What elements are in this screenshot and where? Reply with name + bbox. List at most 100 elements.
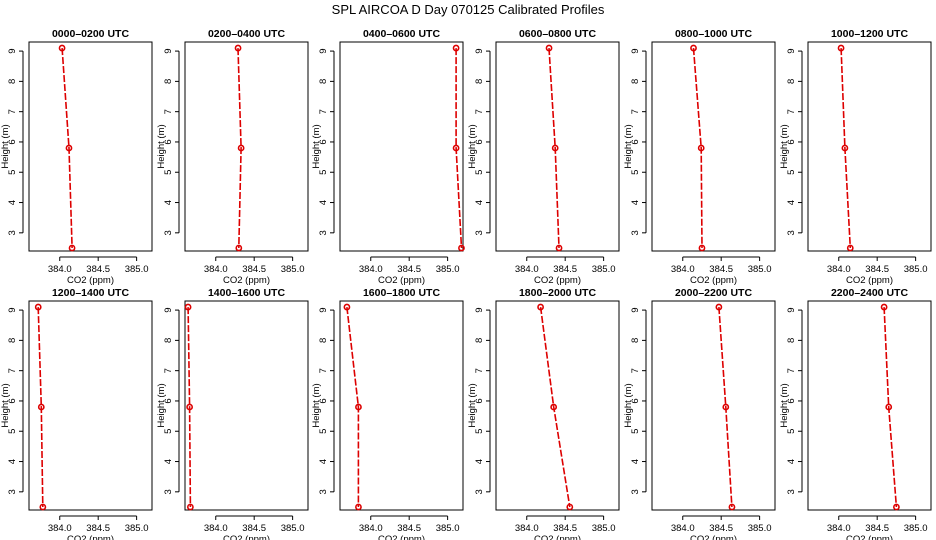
y-axis-label: Height (m) <box>779 124 790 168</box>
profile-point <box>551 144 559 152</box>
profile-panel: 2200–2400 UTC 384.0 384.5 385.0 CO2 (ppm) 3 4 5… <box>779 287 932 540</box>
x-axis-label: CO2 (ppm) <box>690 275 737 286</box>
profile-line <box>718 307 733 508</box>
y-tick-label: 7 <box>163 368 174 373</box>
profile-point <box>186 403 194 411</box>
x-tick-label: 384.0 <box>515 264 539 275</box>
y-tick-label: 6 <box>7 398 18 403</box>
x-tick-label: 385.0 <box>436 264 460 275</box>
panel-title: 0400–0600 UTC <box>363 28 440 40</box>
y-tick-label: 6 <box>163 139 174 144</box>
y-tick-label: 3 <box>630 489 641 494</box>
y-tick-label: 4 <box>7 200 18 205</box>
y-tick-label: 8 <box>163 338 174 343</box>
profile-line <box>37 307 44 508</box>
panel-title: 1800–2000 UTC <box>519 287 596 299</box>
y-tick-label: 9 <box>318 48 329 53</box>
y-tick-label: 4 <box>786 200 797 205</box>
x-tick-label: 385.0 <box>904 264 928 275</box>
profile-line <box>455 48 463 249</box>
x-tick-label: 384.0 <box>827 523 851 534</box>
profile-line <box>187 307 192 508</box>
y-tick-label: 7 <box>474 109 485 114</box>
panel-title: 0000–0200 UTC <box>52 28 129 40</box>
profile-point <box>893 503 900 511</box>
y-tick-label: 5 <box>318 429 329 434</box>
x-axis-label: CO2 (ppm) <box>846 534 893 540</box>
x-tick-label: 384.5 <box>553 264 577 275</box>
y-tick-label: 5 <box>786 429 797 434</box>
panel-title: 1200–1400 UTC <box>52 287 129 299</box>
y-tick-label: 5 <box>318 170 329 175</box>
y-tick-label: 9 <box>630 48 641 53</box>
y-axis-label: Height (m) <box>623 124 634 168</box>
x-tick-label: 384.5 <box>865 523 889 534</box>
x-tick-label: 384.5 <box>397 523 421 534</box>
y-tick-label: 9 <box>630 307 641 312</box>
x-tick-label: 384.0 <box>359 523 383 534</box>
profile-point <box>355 503 362 511</box>
panel-title: 1400–1600 UTC <box>208 287 285 299</box>
profile-panel: 1800–2000 UTC 384.0 384.5 385.0 CO2 (ppm) 3 4 5… <box>467 287 620 540</box>
plot-frame <box>28 300 153 511</box>
y-tick-label: 4 <box>474 200 485 205</box>
x-tick-label: 384.5 <box>86 264 110 275</box>
profile-line <box>61 48 73 249</box>
panel-title: 0600–0800 UTC <box>519 28 596 40</box>
panel-title: 1000–1200 UTC <box>831 28 908 40</box>
x-tick-label: 384.0 <box>515 523 539 534</box>
y-tick-label: 3 <box>318 230 329 235</box>
y-tick-label: 7 <box>318 368 329 373</box>
y-tick-label: 6 <box>630 139 641 144</box>
profile-point <box>880 303 888 311</box>
y-tick-label: 6 <box>630 398 641 403</box>
x-tick-label: 384.0 <box>671 264 695 275</box>
y-tick-label: 7 <box>630 368 641 373</box>
y-tick-label: 4 <box>163 459 174 464</box>
x-tick-label: 385.0 <box>436 523 460 534</box>
figure-title: SPL AIRCOA D Day 070125 Calibrated Profi… <box>332 2 605 17</box>
plot-frame <box>651 300 776 511</box>
profile-panel: 0200–0400 UTC 384.0 384.5 385.0 CO2 (ppm) 3 4 5… <box>156 28 309 286</box>
y-tick-label: 3 <box>7 230 18 235</box>
profile-line <box>548 48 560 249</box>
y-tick-label: 3 <box>474 489 485 494</box>
profile-panel: 2000–2200 UTC 384.0 384.5 385.0 CO2 (ppm) 3 4 5… <box>623 287 776 540</box>
y-tick-label: 3 <box>630 230 641 235</box>
y-tick-label: 4 <box>630 200 641 205</box>
plot-frame <box>184 41 309 252</box>
profile-point <box>237 144 245 152</box>
y-tick-label: 8 <box>7 338 18 343</box>
x-axis-label: CO2 (ppm) <box>534 275 581 286</box>
panel-title: 2000–2200 UTC <box>675 287 752 299</box>
profile-panel: 1200–1400 UTC 384.0 384.5 385.0 CO2 (ppm) 3 4 5… <box>0 287 153 540</box>
profile-point <box>837 44 845 52</box>
x-tick-label: 384.5 <box>397 264 421 275</box>
y-axis-label: Height (m) <box>467 383 478 427</box>
panel-title: 0800–1000 UTC <box>675 28 752 40</box>
y-tick-label: 9 <box>163 307 174 312</box>
profile-panel: 1600–1800 UTC 384.0 384.5 385.0 CO2 (ppm) 3 4 5… <box>311 287 464 540</box>
y-tick-label: 9 <box>163 48 174 53</box>
profile-point <box>698 244 706 252</box>
y-axis-label: Height (m) <box>156 383 167 427</box>
profile-point <box>458 244 465 252</box>
y-tick-label: 8 <box>318 79 329 84</box>
x-tick-label: 384.5 <box>709 523 733 534</box>
y-tick-label: 6 <box>318 139 329 144</box>
y-tick-label: 8 <box>630 338 641 343</box>
y-axis-label: Height (m) <box>623 383 634 427</box>
x-tick-label: 384.0 <box>204 523 228 534</box>
x-axis-label: CO2 (ppm) <box>378 534 425 540</box>
profile-point <box>690 44 697 52</box>
panel-grid: 0000–0200 UTC 384.0 384.5 385.0 CO2 (ppm) 3 4 5… <box>0 28 932 540</box>
profile-point <box>37 403 45 411</box>
y-tick-label: 7 <box>786 109 797 114</box>
profile-line <box>539 306 571 508</box>
y-tick-label: 8 <box>630 79 641 84</box>
x-tick-label: 384.5 <box>709 264 733 275</box>
y-axis-label: Height (m) <box>0 124 11 168</box>
x-axis-label: CO2 (ppm) <box>846 275 893 286</box>
y-tick-label: 5 <box>163 170 174 175</box>
y-tick-label: 4 <box>474 459 485 464</box>
